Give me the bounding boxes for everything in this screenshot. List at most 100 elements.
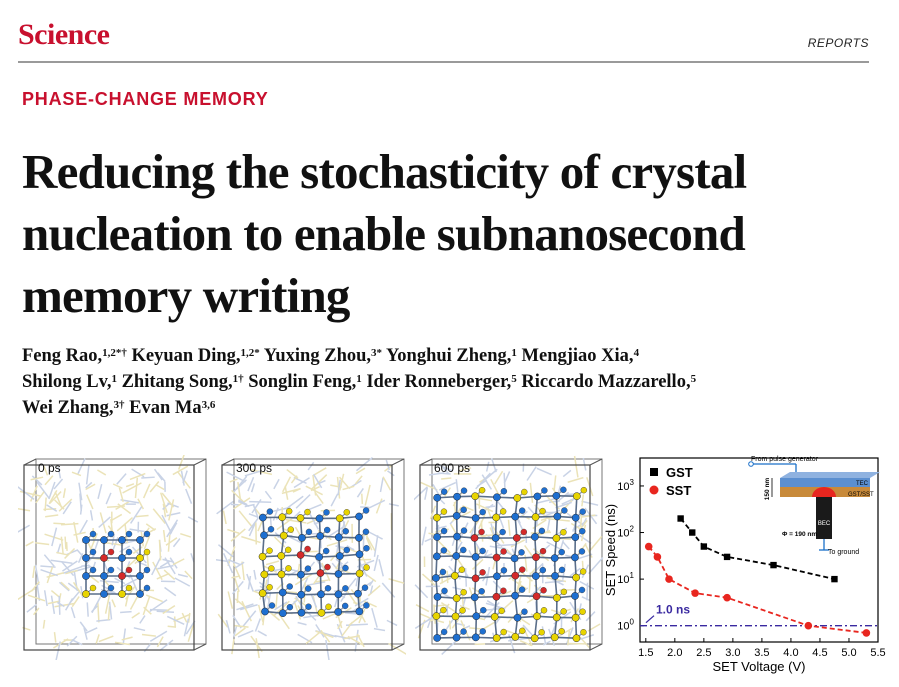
bec-pillar <box>816 497 832 539</box>
atom <box>260 531 268 540</box>
author-affiliation: 3† <box>113 399 125 411</box>
atom <box>304 565 312 572</box>
atom <box>258 552 267 561</box>
atom <box>478 487 486 494</box>
atom <box>530 634 539 643</box>
box-front-face <box>221 464 393 651</box>
atom <box>355 533 363 542</box>
atom <box>540 607 548 614</box>
atom <box>143 530 151 538</box>
atom <box>479 508 486 516</box>
atom <box>278 588 287 597</box>
x-axis-label: SET Voltage (V) <box>713 659 806 674</box>
atom <box>440 508 448 515</box>
atom <box>433 533 441 541</box>
atom <box>580 629 587 636</box>
atom <box>571 613 580 622</box>
atom <box>538 629 545 636</box>
author-affiliation: 5 <box>511 373 517 385</box>
atom <box>450 571 459 580</box>
device-inset: From pulse generator TEC GST/SST BEC 150 nm Φ… <box>748 456 880 556</box>
author-name: Keyuan Ding,1,2* <box>131 346 260 366</box>
atom <box>539 507 546 515</box>
atom <box>107 548 115 556</box>
atom <box>432 552 441 561</box>
data-point-gst <box>723 553 731 561</box>
atom <box>579 568 587 575</box>
atom <box>571 533 580 542</box>
atom <box>355 569 364 578</box>
atom <box>432 574 440 582</box>
box-back-face <box>431 458 603 645</box>
crystal-cluster <box>258 507 370 618</box>
atom <box>125 548 133 556</box>
atom <box>440 527 448 535</box>
data-point-gst <box>677 515 684 522</box>
atom <box>107 530 115 538</box>
atomic-structure-figure: 300 ps <box>216 456 406 660</box>
atom <box>550 554 559 562</box>
tec-layer <box>780 478 870 487</box>
atom <box>440 606 447 614</box>
x-tick-label: 2.0 <box>667 647 682 659</box>
inset-label: To ground <box>828 549 859 556</box>
x-tick-label: 3.5 <box>754 647 769 659</box>
atom <box>82 554 90 562</box>
data-point-sst <box>691 589 699 597</box>
atom <box>317 608 326 617</box>
atom <box>82 536 90 544</box>
data-point-sst <box>644 542 653 551</box>
atom <box>571 592 579 600</box>
author-affiliation: 3,6 <box>201 399 216 411</box>
atom <box>324 585 332 592</box>
box-front-face <box>419 464 591 651</box>
data-point-gst <box>770 561 777 569</box>
atom <box>470 534 479 542</box>
atom <box>279 609 287 618</box>
atom <box>571 553 579 562</box>
atom <box>470 593 479 602</box>
atom <box>304 545 311 553</box>
atom <box>579 508 586 515</box>
atomic-structure-figure: 600 ps <box>414 455 604 655</box>
atom <box>323 509 330 516</box>
atom <box>500 548 507 555</box>
atom <box>334 608 343 616</box>
atom <box>511 633 520 641</box>
atom <box>334 533 343 542</box>
atom <box>285 508 293 515</box>
atom <box>518 549 525 556</box>
data-point-gst <box>689 529 696 536</box>
atom <box>490 613 499 621</box>
author-affiliation: 1† <box>232 373 244 385</box>
atom <box>452 594 461 603</box>
atom <box>266 584 273 591</box>
author-name: Shilong Lv,1 <box>22 372 117 392</box>
atom <box>287 526 294 533</box>
author-list: Feng Rao,1,2*† Keyuan Ding,1,2* Yuxing Z… <box>22 343 882 421</box>
atom <box>479 628 486 635</box>
snapshot-time-label: 600 ps <box>434 461 470 475</box>
atom <box>259 513 267 522</box>
atom <box>82 590 90 598</box>
atom <box>285 565 292 572</box>
snapshot-panel-0ps: 0 ps <box>18 455 208 660</box>
header-divider <box>18 61 869 63</box>
atom <box>510 554 519 563</box>
legend-marker <box>650 468 658 476</box>
atom <box>452 511 461 520</box>
atom <box>550 633 559 642</box>
section-label: REPORTS <box>807 36 869 50</box>
x-tick-label: 4.5 <box>812 647 827 659</box>
data-point-gst <box>831 575 838 583</box>
data-point-sst <box>665 575 673 583</box>
atom <box>258 589 267 598</box>
atom <box>451 612 460 621</box>
atom <box>519 507 526 514</box>
atom <box>532 592 541 601</box>
atom <box>578 548 586 555</box>
atom <box>578 586 586 594</box>
atom <box>471 514 480 522</box>
atom <box>493 493 501 502</box>
atom <box>342 564 349 572</box>
